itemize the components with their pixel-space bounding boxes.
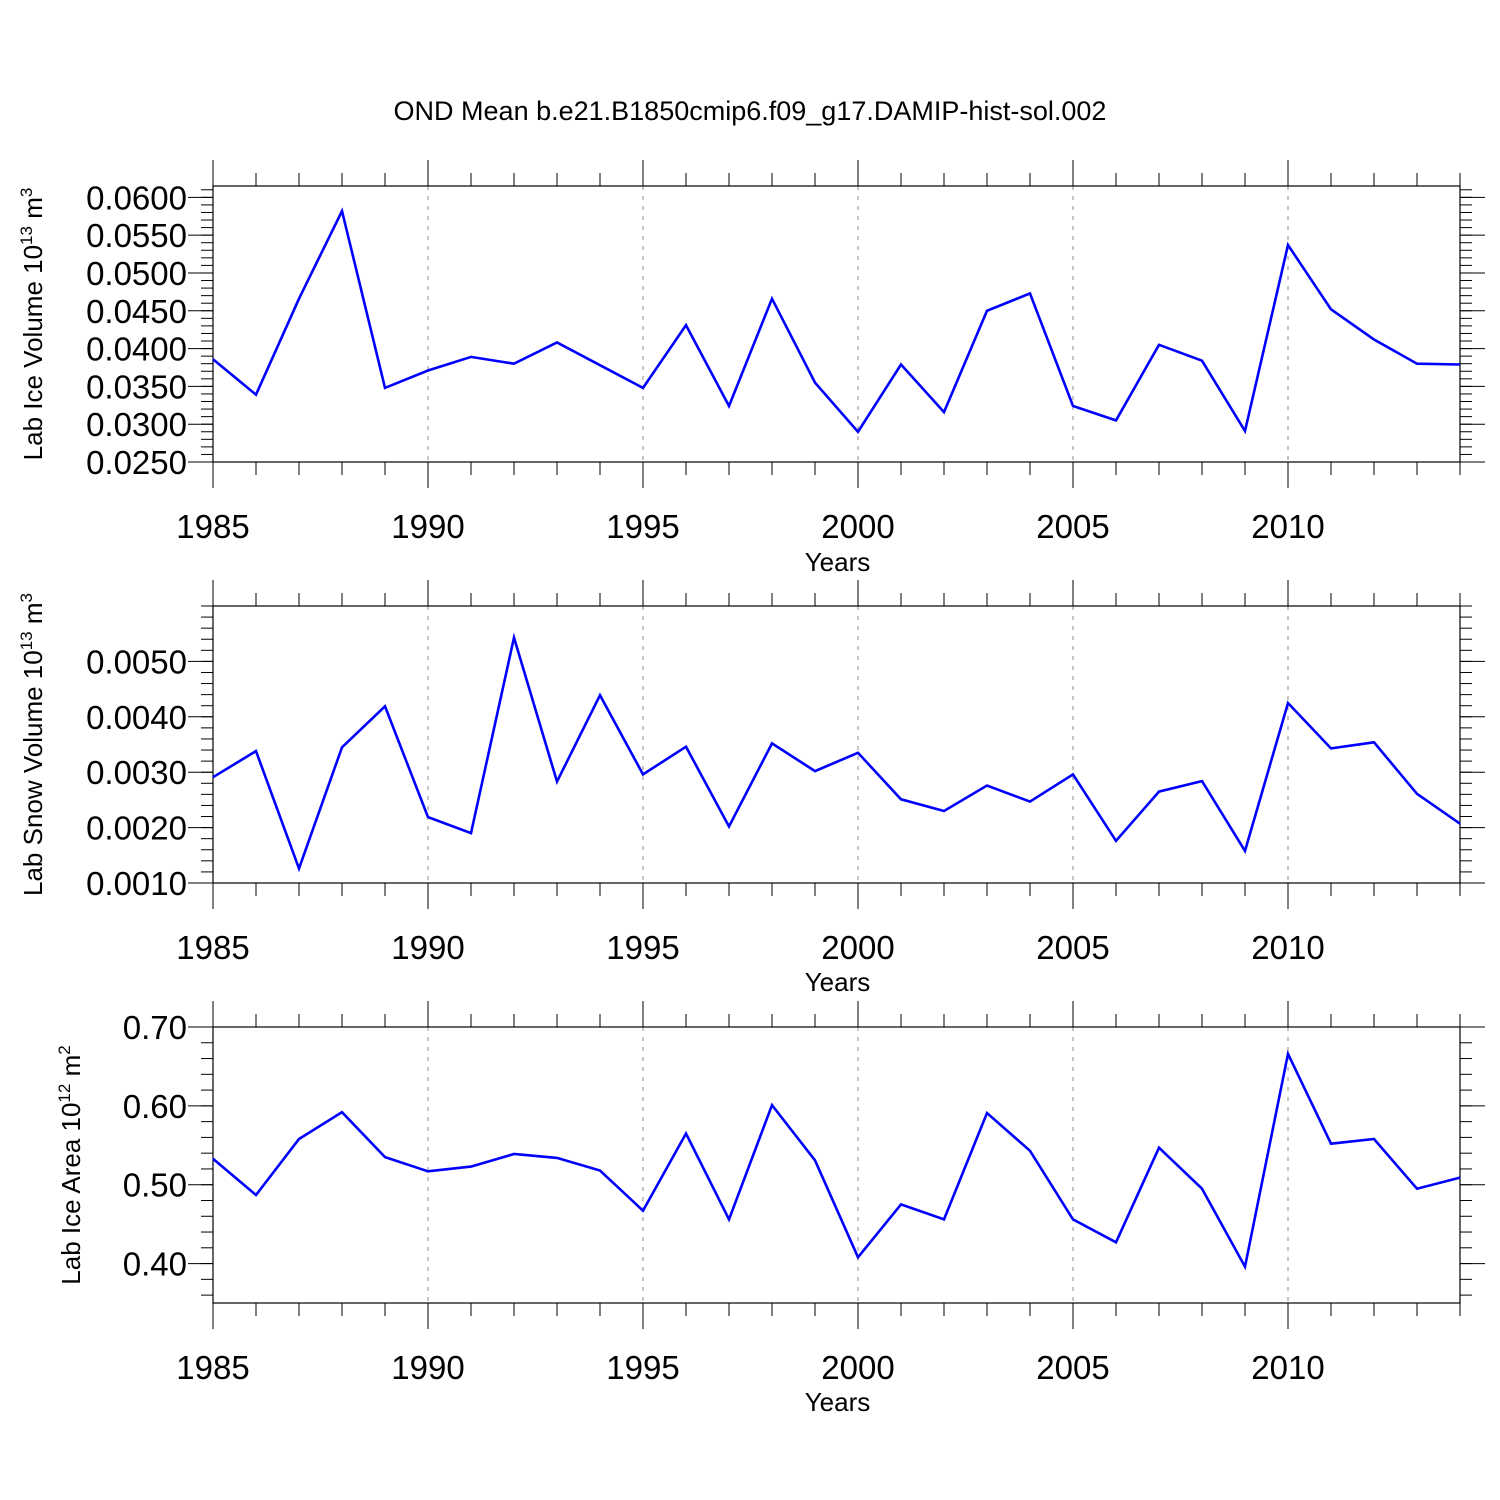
y-tick-label: 0.50 <box>123 1167 187 1204</box>
x-tick-label: 2005 <box>1036 929 1109 966</box>
plot-frame <box>212 185 1461 463</box>
chart-title: OND Mean b.e21.B1850cmip6.f09_g17.DAMIP-… <box>393 96 1107 126</box>
y-tick-label: 0.0010 <box>86 865 187 902</box>
y-axis-label: Lab Snow Volume 1013 m3 <box>17 593 48 896</box>
x-tick-label: 2010 <box>1251 929 1324 966</box>
y-tick-label: 0.0040 <box>86 699 187 736</box>
y-tick-label: 0.0300 <box>86 406 187 443</box>
y-tick-label: 0.60 <box>123 1088 187 1125</box>
x-tick-label: 1995 <box>606 929 679 966</box>
x-tick-label: 1985 <box>176 1349 249 1386</box>
x-tick-label: 2010 <box>1251 508 1324 545</box>
x-tick-label: 2010 <box>1251 1349 1324 1386</box>
y-tick-label: 0.0450 <box>86 293 187 330</box>
x-tick-label: 1990 <box>391 1349 464 1386</box>
x-axis-label: Years <box>805 967 871 997</box>
chart-panel-2: 1985 1990 1995 2000 2005 2010 0.0010 0.0020 0.00… <box>17 580 1485 997</box>
y-axis-label: Lab Ice Area 1012 m2 <box>55 1045 86 1284</box>
x-tick-label: 1985 <box>176 929 249 966</box>
y-tick-label: 0.0400 <box>86 331 187 368</box>
y-tick-label: 0.70 <box>123 1009 187 1046</box>
x-tick-label: 1995 <box>606 508 679 545</box>
y-tick-label: 0.40 <box>123 1246 187 1283</box>
x-axis-label: Years <box>805 1387 871 1417</box>
x-tick-label: 2005 <box>1036 508 1109 545</box>
x-tick-label: 2000 <box>821 929 894 966</box>
x-tick-label: 1985 <box>176 508 249 545</box>
x-tick-label: 1990 <box>391 929 464 966</box>
series-line <box>212 207 1461 435</box>
series-line <box>212 632 1461 873</box>
y-axis-label: Lab Ice Volume 1013 m3 <box>17 188 48 461</box>
chart-panel-1: 1985 1990 1995 2000 2005 2010 0.02500.03000.03… <box>17 160 1485 577</box>
y-tick-label: 0.0020 <box>86 810 187 847</box>
y-tick-label: 0.0600 <box>86 179 187 216</box>
y-tick-label: 0.0500 <box>86 255 187 292</box>
plot-frame <box>212 605 1461 884</box>
x-axis-label: Years <box>805 547 871 577</box>
y-tick-label: 0.0050 <box>86 643 187 680</box>
series-line <box>212 1049 1461 1271</box>
x-tick-label: 2000 <box>821 1349 894 1386</box>
y-tick-label: 0.0030 <box>86 754 187 791</box>
x-tick-label: 1990 <box>391 508 464 545</box>
x-tick-label: 2000 <box>821 508 894 545</box>
y-tick-label: 0.0550 <box>86 217 187 254</box>
x-tick-label: 1995 <box>606 1349 679 1386</box>
x-tick-label: 2005 <box>1036 1349 1109 1386</box>
y-tick-label: 0.0350 <box>86 368 187 405</box>
plot-frame <box>212 1026 1461 1304</box>
chart-panel-3: 1985 1990 1995 2000 2005 2010 0.40 0.50 0.60 0.70… <box>55 1001 1485 1417</box>
y-tick-label: 0.0250 <box>86 444 187 481</box>
